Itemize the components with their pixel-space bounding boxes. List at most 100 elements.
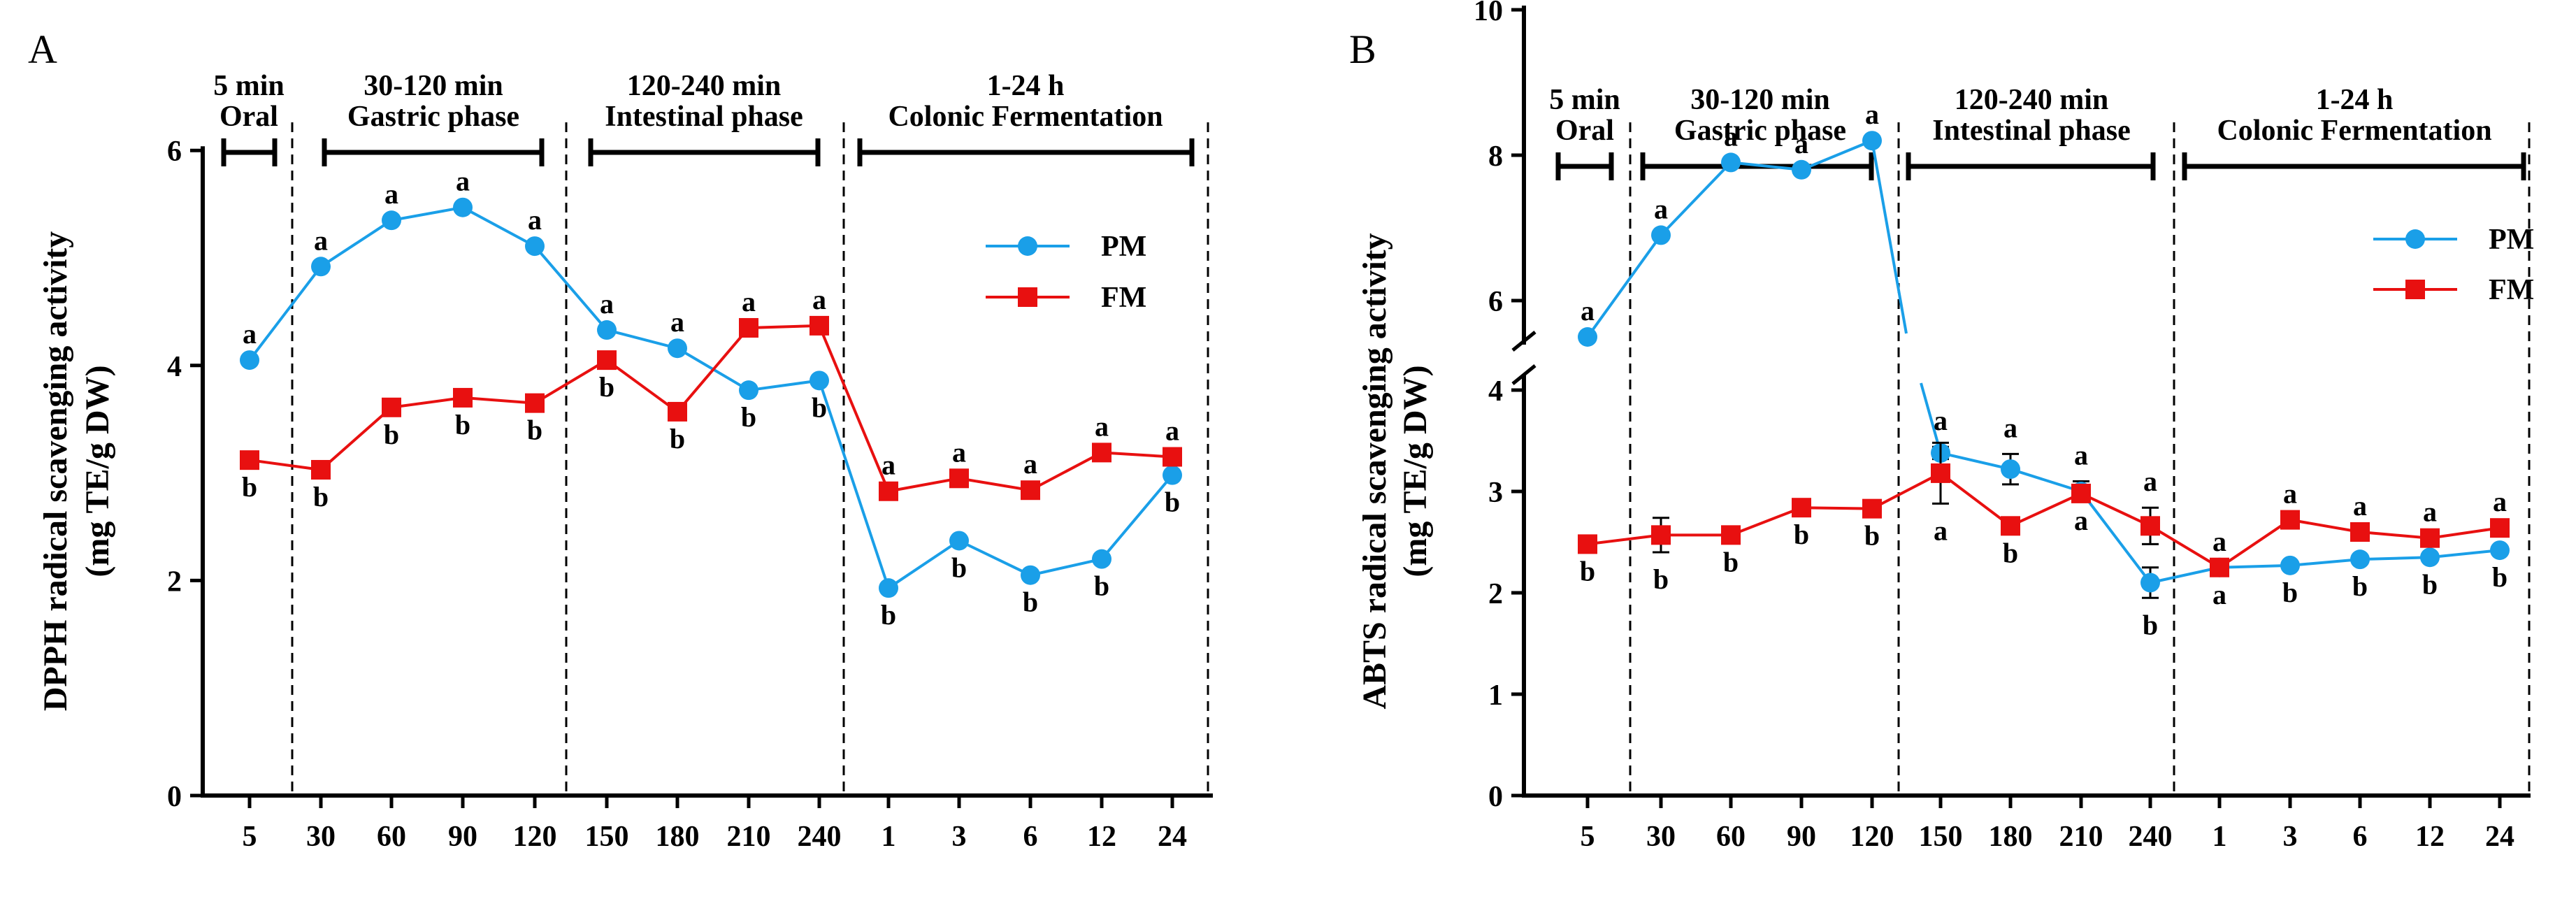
significance-letter: a — [670, 306, 684, 338]
significance-letter: a — [1165, 415, 1179, 447]
x-tick-label: 180 — [1989, 821, 2033, 853]
significance-letter: b — [455, 409, 470, 440]
data-point-pm — [2350, 549, 2370, 570]
data-point-pm — [1163, 465, 1182, 485]
significance-letter: b — [881, 599, 896, 631]
significance-letter: a — [2212, 526, 2226, 557]
series-pm — [1578, 131, 2510, 599]
x-tick-label: 12 — [2415, 821, 2445, 853]
significance-letter: a — [2493, 486, 2507, 517]
phase-label-line1: 1-24 h — [987, 70, 1065, 102]
data-point-fm — [2420, 528, 2440, 548]
data-point-fm — [525, 393, 545, 413]
significance-letter: a — [742, 286, 756, 317]
y-tick-label: 0 — [167, 781, 182, 813]
y-tick-label: 2 — [167, 566, 182, 598]
y-tick-label: 2 — [1488, 578, 1503, 610]
x-tick-label: 3 — [952, 821, 967, 853]
y-tick-label: 6 — [167, 136, 182, 168]
significance-letter: b — [2282, 577, 2298, 608]
significance-letter: a — [1654, 193, 1668, 224]
legend-marker — [1018, 287, 1037, 307]
x-tick-label: 1 — [2212, 821, 2227, 853]
significance-letter: a — [1023, 448, 1037, 480]
phase-label-line2: Colonic Fermentation — [2217, 115, 2491, 147]
axis-break-mark — [1511, 331, 1537, 352]
data-point-pm — [2280, 555, 2300, 575]
significance-letter: b — [812, 391, 827, 423]
x-tick-label: 5 — [243, 821, 257, 853]
y-tick-label: 8 — [1488, 141, 1503, 173]
x-tick-label: 6 — [1023, 821, 1038, 853]
phase-label-line1: 5 min — [213, 70, 285, 102]
data-point-pm — [1721, 152, 1741, 173]
significance-letter: a — [1095, 410, 1109, 442]
phase-label-line2: Intestinal phase — [605, 101, 803, 133]
panel-letter: B — [1349, 27, 1376, 72]
data-point-fm — [1578, 534, 1597, 554]
x-tick-label: 5 — [1581, 821, 1595, 853]
x-tick-label: 120 — [513, 821, 557, 853]
data-point-fm — [1931, 463, 1950, 483]
significance-letter: a — [314, 224, 328, 256]
significance-letter: b — [1794, 519, 1809, 550]
data-point-pm — [2420, 547, 2440, 568]
data-point-pm — [597, 320, 617, 340]
significance-letter: b — [741, 401, 756, 433]
significance-letter: b — [1094, 570, 1109, 602]
data-point-pm — [1651, 225, 1671, 245]
x-tick-label: 30 — [1646, 821, 1676, 853]
data-point-fm — [2210, 557, 2229, 577]
phase-label-line1: 120-240 min — [627, 70, 782, 102]
significance-letter: a — [1934, 515, 1948, 546]
data-point-fm — [311, 459, 331, 480]
significance-letter: a — [2143, 466, 2157, 497]
series-fm — [1578, 441, 2510, 577]
significance-letter: b — [1864, 520, 1880, 552]
significance-letter: b — [1023, 587, 1038, 618]
series-line-stub — [1920, 382, 1942, 454]
x-tick-label: 6 — [2353, 821, 2368, 853]
y-axis-title: ABTS radical scavenging activity — [1356, 233, 1393, 709]
significance-letter: b — [951, 552, 967, 583]
significance-letter: a — [882, 450, 895, 481]
phase-label-line2: Oral — [1555, 115, 1614, 147]
data-point-fm — [382, 397, 401, 417]
panel-letter: A — [28, 27, 57, 72]
x-tick-label: 180 — [656, 821, 700, 853]
axis-break-mark — [1511, 364, 1537, 385]
x-tick-label: 1 — [882, 821, 896, 853]
data-point-pm — [2490, 540, 2510, 561]
legend-label: PM — [2489, 224, 2534, 256]
significance-letter: a — [2003, 412, 2017, 443]
significance-letter: b — [384, 419, 399, 450]
legend-label: FM — [2489, 274, 2534, 306]
significance-letter: a — [1865, 99, 1879, 130]
y-axis-title-units: (mg TE/g DW) — [79, 365, 116, 577]
series-line — [1587, 471, 2501, 570]
significance-letter: a — [812, 284, 826, 315]
legend-item-pm: PM — [2373, 224, 2534, 256]
significance-letter: b — [1165, 487, 1180, 518]
significance-letter: a — [1794, 128, 1808, 159]
legend-item-fm: FM — [2373, 274, 2534, 306]
data-point-pm — [1578, 327, 1597, 347]
x-tick-label: 150 — [1919, 821, 1963, 853]
significance-letter: a — [2074, 505, 2088, 536]
data-point-fm — [1792, 498, 1811, 518]
data-point-pm — [240, 350, 259, 371]
y-axis-title: DPPH radical scavenging activity — [37, 231, 74, 712]
data-point-fm — [2280, 510, 2300, 530]
x-tick-label: 24 — [2485, 821, 2514, 853]
significance-letter: a — [2283, 478, 2297, 510]
x-tick-label: 60 — [377, 821, 406, 853]
significance-letter: b — [2492, 561, 2507, 593]
significance-letter: a — [952, 436, 966, 468]
data-point-fm — [949, 468, 969, 489]
y-tick-label: 4 — [1488, 375, 1503, 408]
data-point-pm — [382, 210, 401, 231]
significance-letter: b — [2143, 609, 2158, 640]
x-tick-label: 240 — [798, 821, 842, 853]
phase-label-line2: Gastric phase — [347, 101, 519, 133]
